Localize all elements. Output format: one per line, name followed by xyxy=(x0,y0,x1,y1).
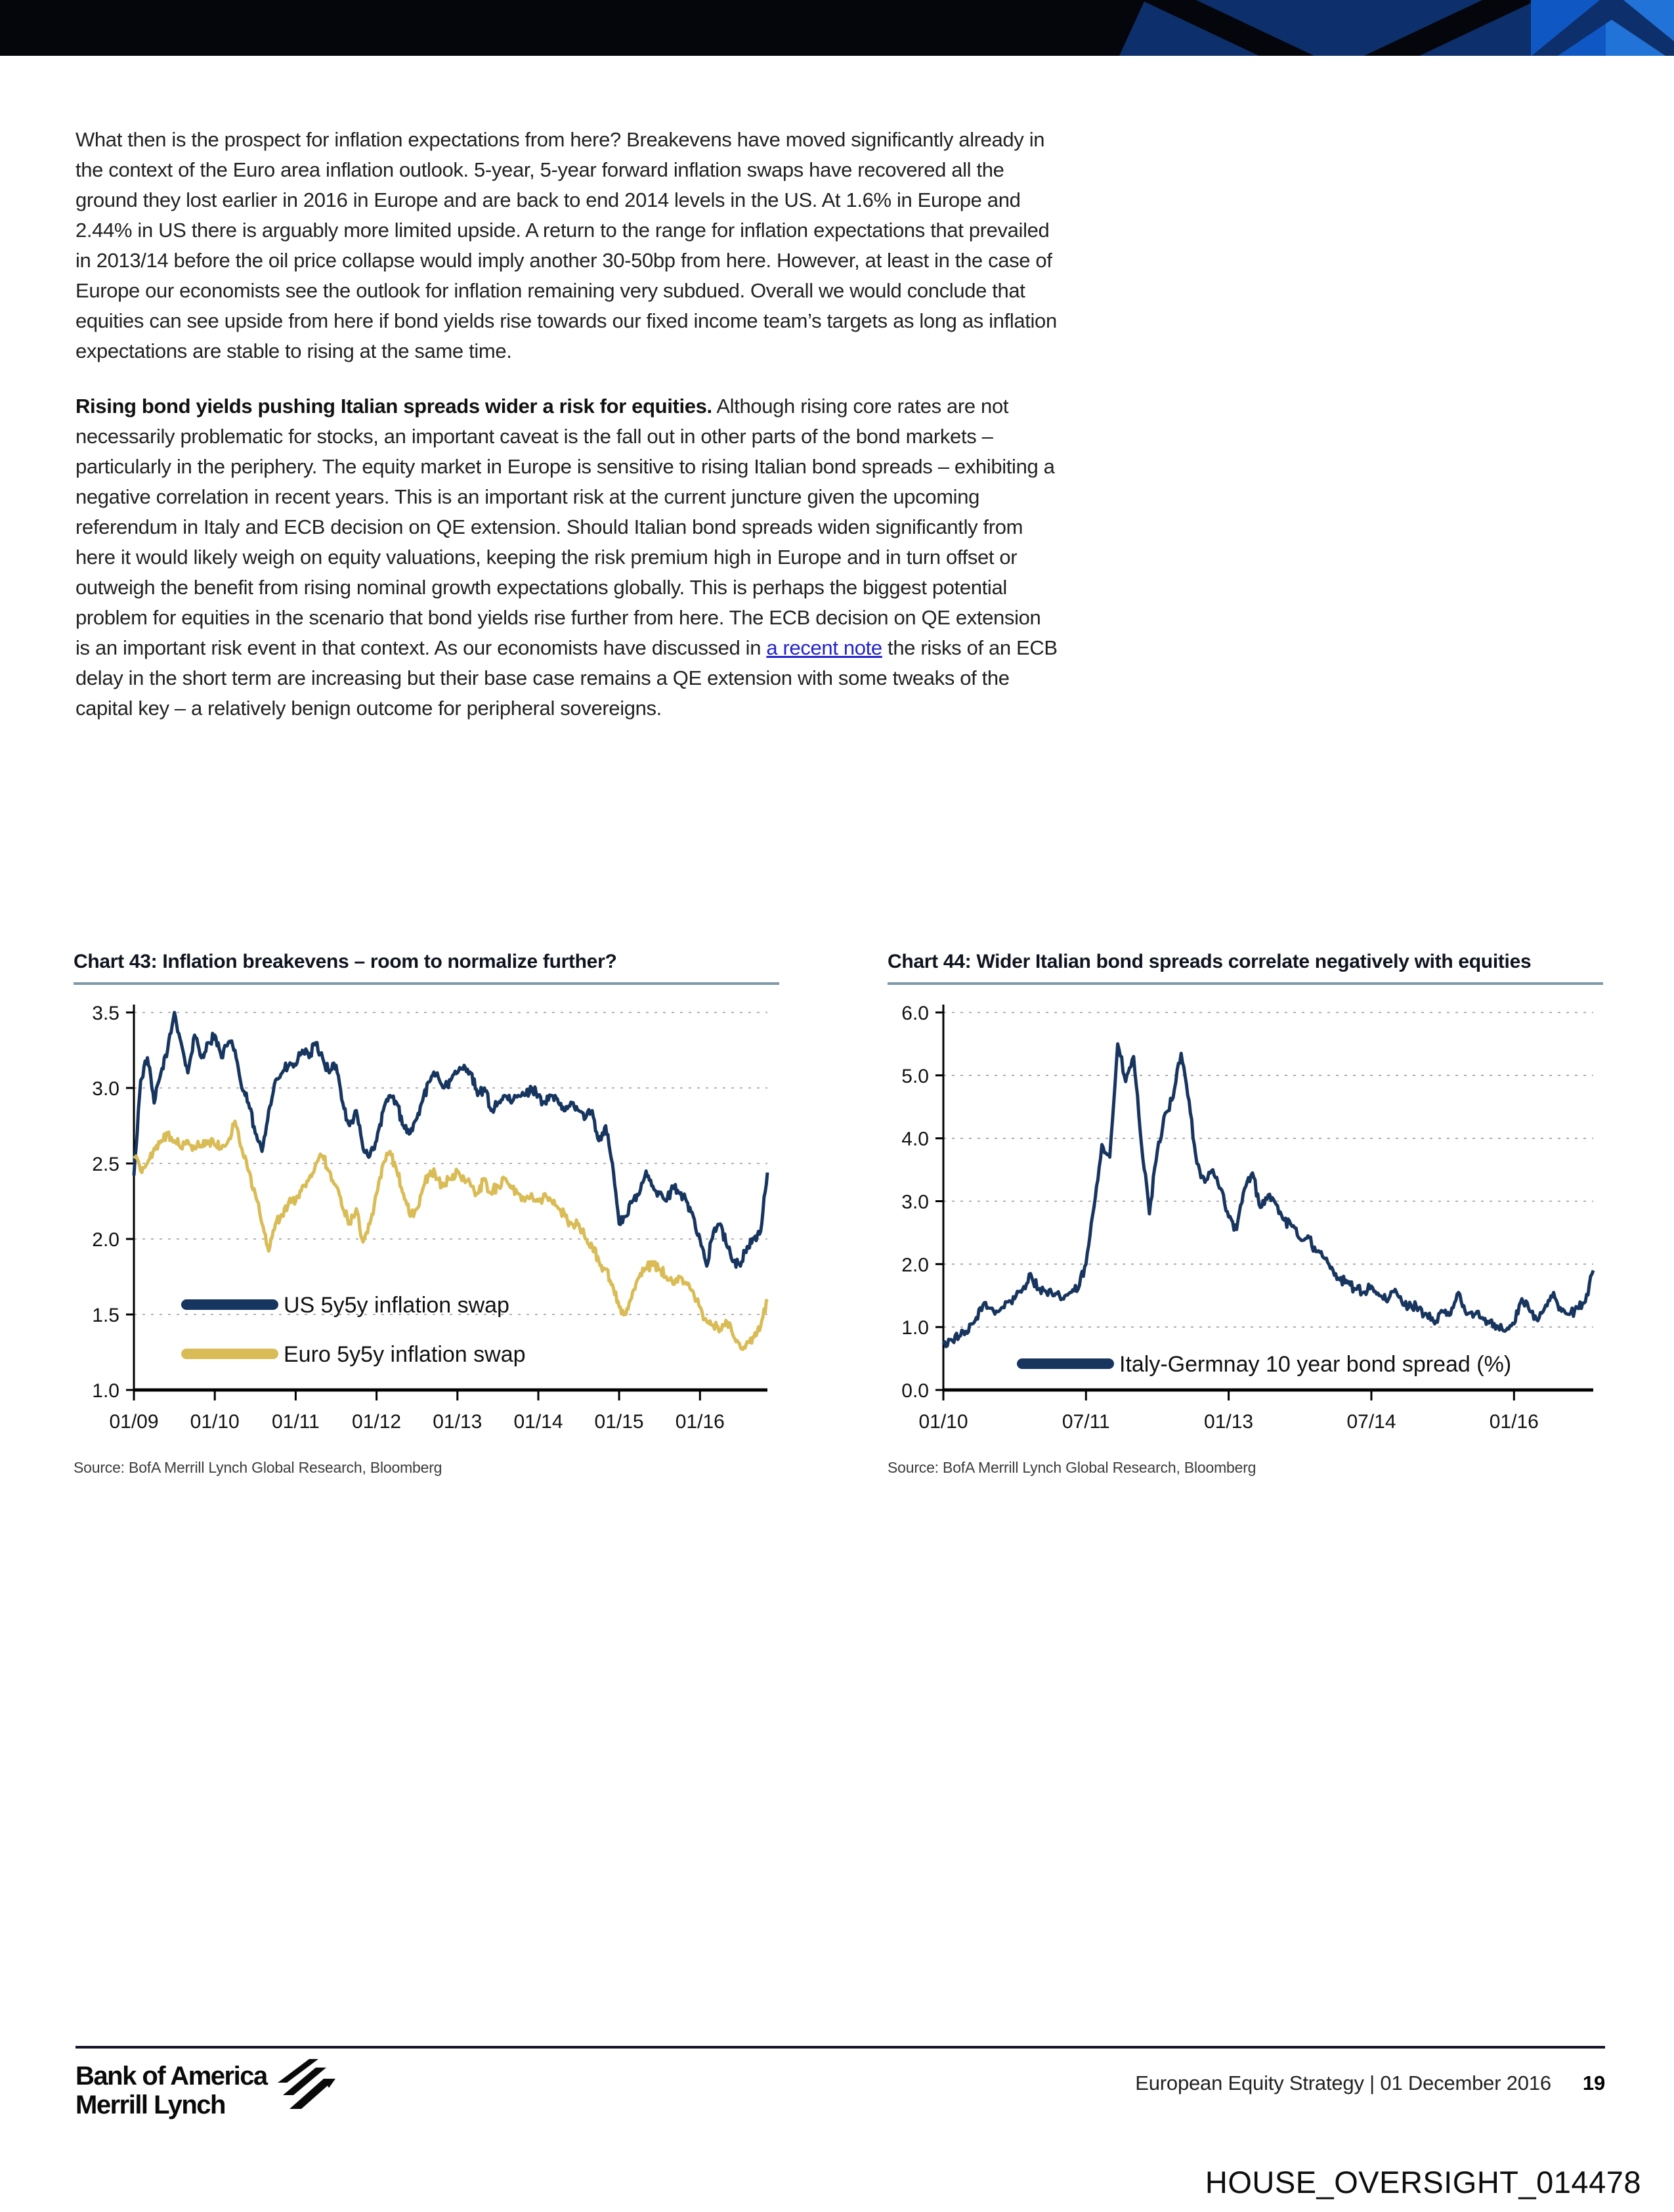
svg-text:2.5: 2.5 xyxy=(92,1154,119,1175)
svg-text:07/11: 07/11 xyxy=(1062,1411,1110,1433)
svg-text:1.0: 1.0 xyxy=(92,1380,119,1402)
bofa-merrill-logo: Bank of America Merrill Lynch xyxy=(75,2059,342,2119)
svg-text:01/12: 01/12 xyxy=(352,1411,401,1433)
paragraph-2-text-before-link: Although rising core rates are not neces… xyxy=(75,395,1055,659)
svg-text:US 5y5y inflation swap: US 5y5y inflation swap xyxy=(284,1293,509,1318)
footer-divider xyxy=(75,2046,1605,2049)
svg-text:4.0: 4.0 xyxy=(901,1129,929,1150)
top-banner xyxy=(0,0,1674,56)
svg-text:Euro 5y5y inflation swap: Euro 5y5y inflation swap xyxy=(284,1342,526,1367)
svg-text:3.5: 3.5 xyxy=(92,1003,119,1024)
bates-stamp-watermark: HOUSE_OVERSIGHT_014478 xyxy=(1205,2165,1641,2200)
chart-43-title: Chart 43: Inflation breakevens – room to… xyxy=(74,951,779,985)
svg-text:2.0: 2.0 xyxy=(92,1229,119,1251)
footer-right: European Equity Strategy | 01 December 2… xyxy=(1135,2071,1605,2095)
svg-text:1.0: 1.0 xyxy=(901,1317,929,1339)
chart-43-figure: Chart 43: Inflation breakevens – room to… xyxy=(74,951,779,1477)
chart-44-figure: Chart 44: Wider Italian bond spreads cor… xyxy=(888,951,1603,1477)
svg-text:3.0: 3.0 xyxy=(901,1192,929,1213)
svg-text:6.0: 6.0 xyxy=(901,1003,929,1024)
paragraph-2: Rising bond yields pushing Italian sprea… xyxy=(75,391,1060,724)
logo-line-bank-of-america: Bank of America xyxy=(75,2062,268,2091)
footer-report-title: European Equity Strategy | 01 December 2… xyxy=(1135,2071,1551,2094)
chart-43-plot: 1.0 1.5 2.0 2.5 3.0 3.5 01/09 01/10 01/11 01/12 01… xyxy=(92,1003,769,1433)
chart-44-source: Source: BofA Merrill Lynch Global Resear… xyxy=(888,1459,1256,1476)
svg-text:01/09: 01/09 xyxy=(109,1411,158,1433)
svg-text:01/15: 01/15 xyxy=(595,1411,644,1433)
svg-text:0.0: 0.0 xyxy=(901,1380,929,1402)
svg-text:01/13: 01/13 xyxy=(1204,1411,1253,1433)
paragraph-1: What then is the prospect for inflation … xyxy=(75,125,1060,366)
paragraph-2-text-after-link: the risks of an ECB delay in the short t… xyxy=(75,636,1058,720)
svg-text:01/13: 01/13 xyxy=(433,1411,482,1433)
logo-text: Bank of America Merrill Lynch xyxy=(75,2062,268,2119)
svg-text:07/14: 07/14 xyxy=(1346,1411,1396,1433)
svg-text:2.0: 2.0 xyxy=(901,1254,929,1276)
chart-44-title: Chart 44: Wider Italian bond spreads cor… xyxy=(888,951,1603,985)
svg-text:01/16: 01/16 xyxy=(1490,1411,1539,1433)
svg-text:Italy-Germnay 10 year bond spr: Italy-Germnay 10 year bond spread (%) xyxy=(1119,1352,1511,1377)
chart-43-source: Source: BofA Merrill Lynch Global Resear… xyxy=(74,1459,442,1476)
svg-text:01/11: 01/11 xyxy=(272,1411,320,1433)
svg-text:01/14: 01/14 xyxy=(513,1411,563,1433)
banner-graphic xyxy=(0,0,1674,56)
recent-note-link[interactable]: a recent note xyxy=(766,636,882,659)
paragraph-2-bold-lead: Rising bond yields pushing Italian sprea… xyxy=(75,395,712,418)
svg-text:01/16: 01/16 xyxy=(676,1411,725,1433)
bofa-flag-icon xyxy=(277,2059,335,2109)
svg-text:01/10: 01/10 xyxy=(918,1411,968,1433)
page-number: 19 xyxy=(1582,2071,1605,2094)
svg-text:01/10: 01/10 xyxy=(190,1411,240,1433)
paragraph-1-text: What then is the prospect for inflation … xyxy=(75,128,1057,362)
logo-line-merrill-lynch: Merrill Lynch xyxy=(75,2091,226,2119)
svg-text:5.0: 5.0 xyxy=(901,1066,929,1087)
svg-text:3.0: 3.0 xyxy=(92,1078,119,1100)
body-text: What then is the prospect for inflation … xyxy=(75,125,1060,748)
svg-text:1.5: 1.5 xyxy=(92,1305,119,1326)
chart-44-plot: 0.0 1.0 2.0 3.0 4.0 5.0 6.0 01/10 07/11 01/13 07/1… xyxy=(901,1003,1595,1433)
